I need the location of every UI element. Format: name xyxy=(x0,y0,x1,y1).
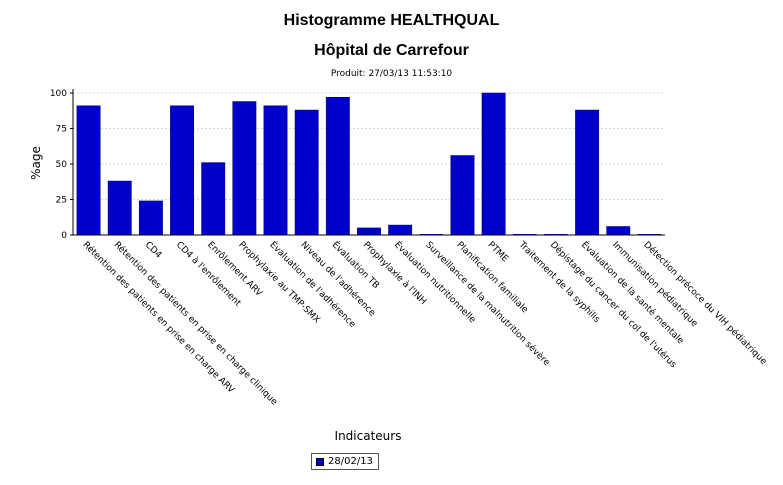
bar xyxy=(107,180,132,236)
y-tick-label: 75 xyxy=(56,125,67,135)
chart-subtitle: Hôpital de Carrefour xyxy=(314,42,469,59)
produced-timestamp: Produit: 27/03/13 11:53:10 xyxy=(330,69,453,79)
bar xyxy=(388,224,413,236)
bar xyxy=(201,162,226,236)
x-tick-label: Enrôlement ARV xyxy=(205,239,265,299)
y-axis: 0 25 50 75 100 xyxy=(50,89,74,241)
y-tick-label: 25 xyxy=(56,196,67,206)
y-tick-label: 50 xyxy=(56,160,68,170)
bar xyxy=(170,105,194,236)
bars xyxy=(76,92,662,236)
grid-lines xyxy=(73,92,665,200)
bar xyxy=(294,109,319,236)
x-tick-label: Rétention des patients en prise en charg… xyxy=(80,239,237,396)
bar xyxy=(263,105,288,236)
bar xyxy=(450,155,475,236)
chart-title: Histogramme HEALTHQUAL xyxy=(283,12,500,29)
bar xyxy=(606,226,631,236)
bar xyxy=(575,109,600,236)
bar xyxy=(325,97,350,236)
bar xyxy=(138,200,163,236)
bar xyxy=(481,92,506,236)
y-tick-label: 100 xyxy=(50,89,67,99)
x-tick-label: CD4 xyxy=(143,240,164,261)
y-axis-label: %age xyxy=(29,146,43,180)
legend-swatch xyxy=(316,457,324,466)
x-axis-label: Indicateurs xyxy=(335,429,402,443)
legend: 28/02/13 xyxy=(311,453,379,470)
bar xyxy=(232,101,257,236)
y-tick-label: 0 xyxy=(61,231,67,241)
legend-label: 28/02/13 xyxy=(328,456,373,467)
bar xyxy=(76,105,101,236)
x-tick-label: PTME xyxy=(486,240,511,265)
x-tick-labels: Rétention des patients en prise en charg… xyxy=(80,239,769,408)
bar xyxy=(357,227,381,236)
